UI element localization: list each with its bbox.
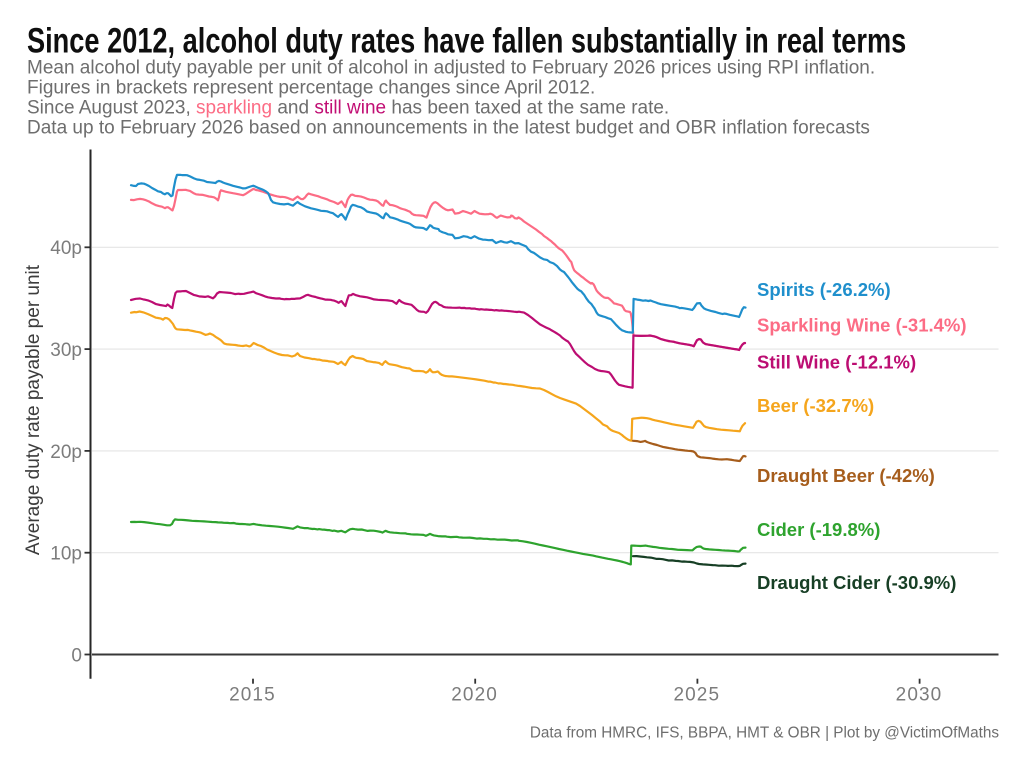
- svg-text:0: 0: [71, 645, 82, 666]
- svg-text:Average duty rate payable per: Average duty rate payable per unit: [23, 264, 44, 555]
- svg-text:Draught Beer (-42%): Draught Beer (-42%): [757, 465, 935, 486]
- svg-text:Spirits (-26.2%): Spirits (-26.2%): [757, 279, 891, 300]
- svg-text:Draught Cider (-30.9%): Draught Cider (-30.9%): [757, 572, 956, 593]
- svg-text:Data up to February 2026 based: Data up to February 2026 based on announ…: [27, 118, 870, 139]
- svg-text:40p: 40p: [50, 238, 82, 259]
- svg-text:2025: 2025: [673, 685, 720, 706]
- svg-text:Since August 2023, sparkling a: Since August 2023, sparkling and still w…: [27, 98, 669, 119]
- svg-text:10p: 10p: [50, 544, 82, 565]
- svg-text:Mean alcohol duty payable per: Mean alcohol duty payable per unit of al…: [27, 58, 875, 79]
- svg-text:30p: 30p: [50, 340, 82, 361]
- svg-text:Since 2012, alcohol duty rates: Since 2012, alcohol duty rates have fall…: [27, 20, 906, 60]
- svg-text:2030: 2030: [896, 685, 943, 706]
- svg-text:Still Wine (-12.1%): Still Wine (-12.1%): [757, 352, 916, 373]
- svg-text:Figures in brackets represent: Figures in brackets represent percentage…: [27, 78, 595, 99]
- svg-text:2020: 2020: [451, 685, 498, 706]
- svg-text:20p: 20p: [50, 442, 82, 463]
- svg-text:Data from HMRC, IFS, BBPA, HMT: Data from HMRC, IFS, BBPA, HMT & OBR | P…: [530, 725, 1000, 742]
- svg-text:Sparkling Wine (-31.4%): Sparkling Wine (-31.4%): [757, 315, 967, 336]
- svg-text:Beer (-32.7%): Beer (-32.7%): [757, 395, 874, 416]
- svg-text:2015: 2015: [229, 685, 276, 706]
- svg-text:Cider (-19.8%): Cider (-19.8%): [757, 519, 880, 540]
